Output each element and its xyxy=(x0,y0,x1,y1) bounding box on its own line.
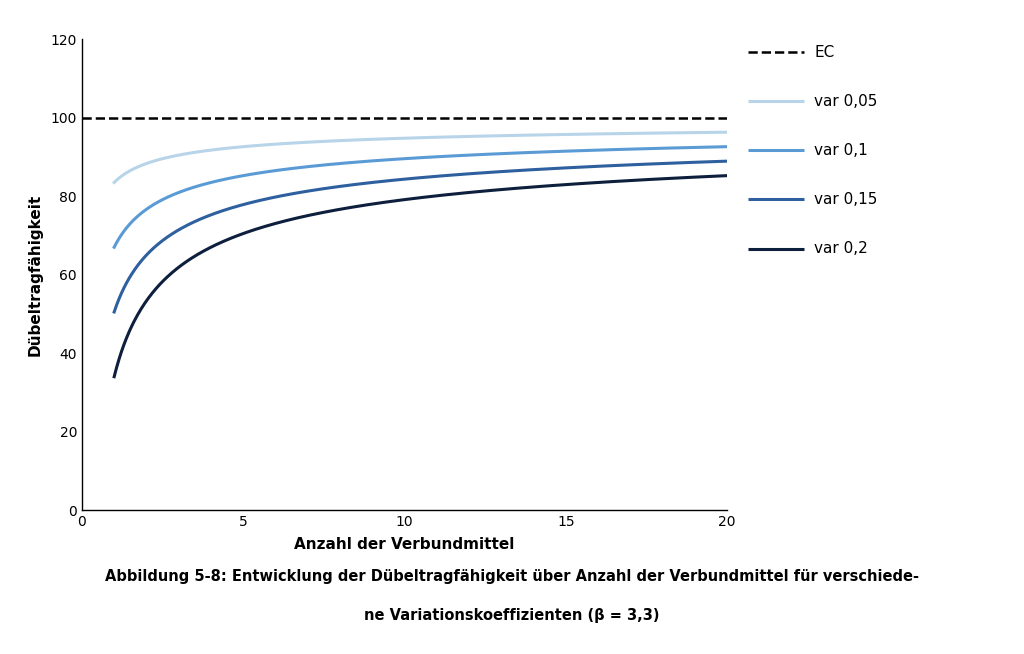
X-axis label: Anzahl der Verbundmittel: Anzahl der Verbundmittel xyxy=(294,538,515,553)
Text: ne Variationskoeffizienten (β = 3,3): ne Variationskoeffizienten (β = 3,3) xyxy=(365,608,659,623)
Text: var 0,1: var 0,1 xyxy=(814,143,867,158)
Text: var 0,05: var 0,05 xyxy=(814,94,878,109)
Y-axis label: Dübeltragfähigkeit: Dübeltragfähigkeit xyxy=(28,194,42,356)
Text: var 0,2: var 0,2 xyxy=(814,241,867,256)
Text: Abbildung 5-8: Entwicklung der Dübeltragfähigkeit über Anzahl der Verbundmittel : Abbildung 5-8: Entwicklung der Dübeltrag… xyxy=(105,569,919,584)
Text: var 0,15: var 0,15 xyxy=(814,192,878,207)
Text: EC: EC xyxy=(814,45,835,60)
